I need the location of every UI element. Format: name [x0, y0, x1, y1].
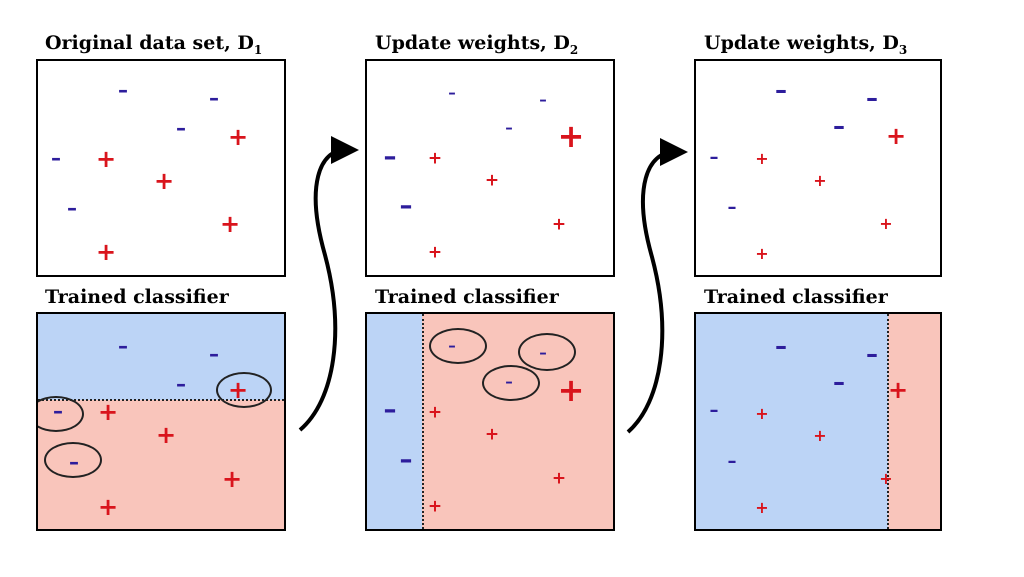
- dataset-title-1: Original data set, D1: [45, 32, 262, 57]
- plus-mark: +: [755, 149, 769, 168]
- minus-mark: –: [505, 118, 513, 137]
- misclassified-circle: [38, 396, 84, 432]
- dataset-panel-2: – – – + – + + – + +: [365, 59, 615, 277]
- dataset-title-text: Update weights,: [375, 32, 547, 54]
- minus-mark: –: [727, 197, 737, 218]
- minus-mark: –: [709, 400, 719, 421]
- minus-mark: –: [539, 90, 547, 109]
- minus-mark: –: [709, 147, 719, 168]
- arrow-icon: [626, 138, 688, 434]
- plus-mark: +: [813, 426, 827, 445]
- decision-boundary: [887, 314, 889, 529]
- positive-region: [888, 314, 940, 529]
- plus-mark: +: [557, 117, 585, 155]
- minus-mark: –: [833, 368, 845, 396]
- negative-region: [696, 314, 888, 529]
- plus-mark: +: [427, 402, 443, 423]
- misclassified-circle: [482, 365, 540, 401]
- minus-mark: –: [67, 196, 77, 220]
- plus-mark: +: [755, 498, 769, 517]
- dataset-letter: D: [882, 32, 899, 54]
- plus-mark: +: [219, 210, 241, 238]
- decision-boundary: [422, 314, 424, 529]
- dataset-letter: D: [237, 32, 254, 54]
- minus-mark: –: [727, 451, 737, 472]
- dataset-title-3: Update weights, D3: [704, 32, 907, 57]
- negative-region: [367, 314, 422, 529]
- plus-mark: +: [755, 404, 769, 423]
- dataset-panel-1: – – – + – + + – + +: [36, 59, 286, 277]
- plus-mark: +: [95, 145, 117, 173]
- plus-mark: +: [95, 238, 117, 266]
- misclassified-circle: [44, 442, 102, 478]
- minus-mark: –: [833, 112, 845, 140]
- classifier-title-2: Trained classifier: [375, 286, 559, 308]
- plus-mark: +: [484, 424, 500, 445]
- minus-mark: –: [383, 142, 397, 172]
- plus-mark: +: [97, 398, 119, 426]
- minus-mark: –: [209, 86, 219, 110]
- minus-mark: –: [399, 191, 413, 221]
- minus-mark: –: [448, 83, 456, 102]
- plus-mark: +: [813, 171, 827, 190]
- plus-mark: +: [887, 376, 909, 404]
- misclassified-circle: [518, 333, 576, 371]
- classifier-panel-1: – – – + – + + – + +: [36, 312, 286, 531]
- minus-mark: –: [51, 146, 61, 170]
- plus-mark: +: [885, 122, 907, 150]
- minus-mark: –: [866, 84, 878, 112]
- dataset-subscript: 3: [898, 42, 908, 57]
- decision-boundary: [38, 399, 284, 401]
- minus-mark: –: [775, 76, 787, 104]
- plus-mark: +: [153, 167, 175, 195]
- minus-mark: –: [383, 395, 397, 425]
- plus-mark: +: [755, 244, 769, 263]
- minus-mark: –: [118, 78, 128, 102]
- misclassified-circle: [429, 328, 487, 364]
- plus-mark: +: [97, 493, 119, 521]
- classifier-panel-3: – – – + – + + – + +: [694, 312, 942, 531]
- plus-mark: +: [557, 371, 585, 409]
- plus-mark: +: [551, 468, 567, 489]
- minus-mark: –: [118, 334, 128, 358]
- plus-mark: +: [427, 242, 443, 263]
- dataset-letter: D: [553, 32, 570, 54]
- minus-mark: –: [176, 372, 186, 396]
- plus-mark: +: [155, 421, 177, 449]
- dataset-subscript: 1: [253, 42, 263, 57]
- classifier-title-1: Trained classifier: [45, 286, 229, 308]
- dataset-title-text: Update weights,: [704, 32, 876, 54]
- plus-mark: +: [879, 214, 893, 233]
- plus-mark: +: [551, 214, 567, 235]
- plus-mark: +: [427, 148, 443, 169]
- minus-mark: –: [775, 332, 787, 360]
- arrow-icon: [298, 136, 359, 432]
- minus-mark: –: [209, 342, 219, 366]
- minus-mark: –: [399, 445, 413, 475]
- minus-mark: –: [866, 340, 878, 368]
- plus-mark: +: [221, 465, 243, 493]
- plus-mark: +: [879, 469, 893, 488]
- minus-mark: –: [176, 116, 186, 140]
- dataset-subscript: 2: [569, 42, 579, 57]
- plus-mark: +: [227, 123, 249, 151]
- dataset-title-2: Update weights, D2: [375, 32, 578, 57]
- classifier-title-3: Trained classifier: [704, 286, 888, 308]
- dataset-panel-3: – – – + – + + – + +: [694, 59, 942, 277]
- plus-mark: +: [427, 496, 443, 517]
- dataset-title-text: Original data set,: [45, 32, 231, 54]
- misclassified-circle: [216, 372, 272, 408]
- classifier-panel-2: – – – + – + + – + +: [365, 312, 615, 531]
- plus-mark: +: [484, 170, 500, 191]
